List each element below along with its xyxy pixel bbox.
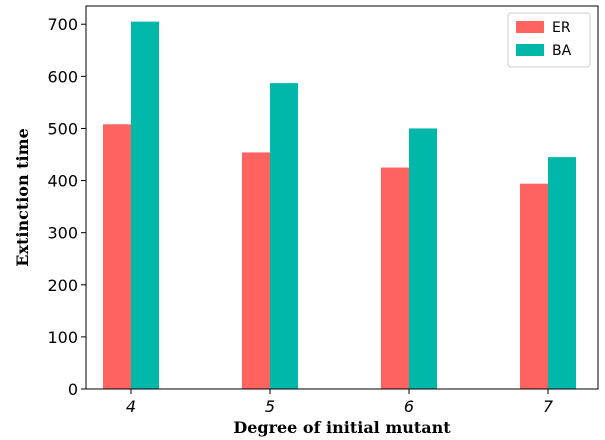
- bar-ba-5: [270, 83, 298, 389]
- plot-frame: [85, 5, 599, 390]
- y-tick-label-600: 600: [47, 67, 78, 86]
- y-axis-label: Extinction time: [13, 128, 32, 267]
- y-tick-label-0: 0: [68, 380, 78, 399]
- x-axis-ticks: 4 5 6 7: [126, 389, 554, 416]
- x-tick-label-6: 6: [404, 397, 414, 416]
- bar-er-6: [381, 167, 409, 389]
- y-axis-ticks: 0 100 200 300 400 500 600 700: [47, 15, 86, 399]
- bar-er-7: [520, 183, 548, 389]
- bar-er-4: [103, 124, 131, 389]
- bars-group: [103, 21, 576, 389]
- legend-label-ba: BA: [552, 43, 572, 59]
- bar-er-5: [242, 152, 270, 389]
- x-tick-label-7: 7: [543, 397, 554, 416]
- legend-swatch-er: [516, 21, 544, 33]
- legend-label-er: ER: [552, 20, 571, 36]
- y-tick-label-300: 300: [47, 224, 78, 243]
- y-tick-label-500: 500: [47, 119, 78, 138]
- y-tick-label-100: 100: [47, 328, 78, 347]
- legend: ER BA: [507, 12, 591, 68]
- bar-ba-7: [548, 157, 576, 389]
- legend-swatch-ba: [516, 44, 544, 56]
- y-tick-label-400: 400: [47, 172, 78, 191]
- x-tick-label-4: 4: [126, 397, 136, 416]
- y-tick-label-200: 200: [47, 276, 78, 295]
- x-tick-label-5: 5: [265, 397, 275, 416]
- y-tick-label-700: 700: [47, 15, 78, 34]
- x-axis-label: Degree of initial mutant: [233, 418, 451, 437]
- bar-ba-6: [409, 128, 437, 389]
- bar-ba-4: [131, 21, 159, 389]
